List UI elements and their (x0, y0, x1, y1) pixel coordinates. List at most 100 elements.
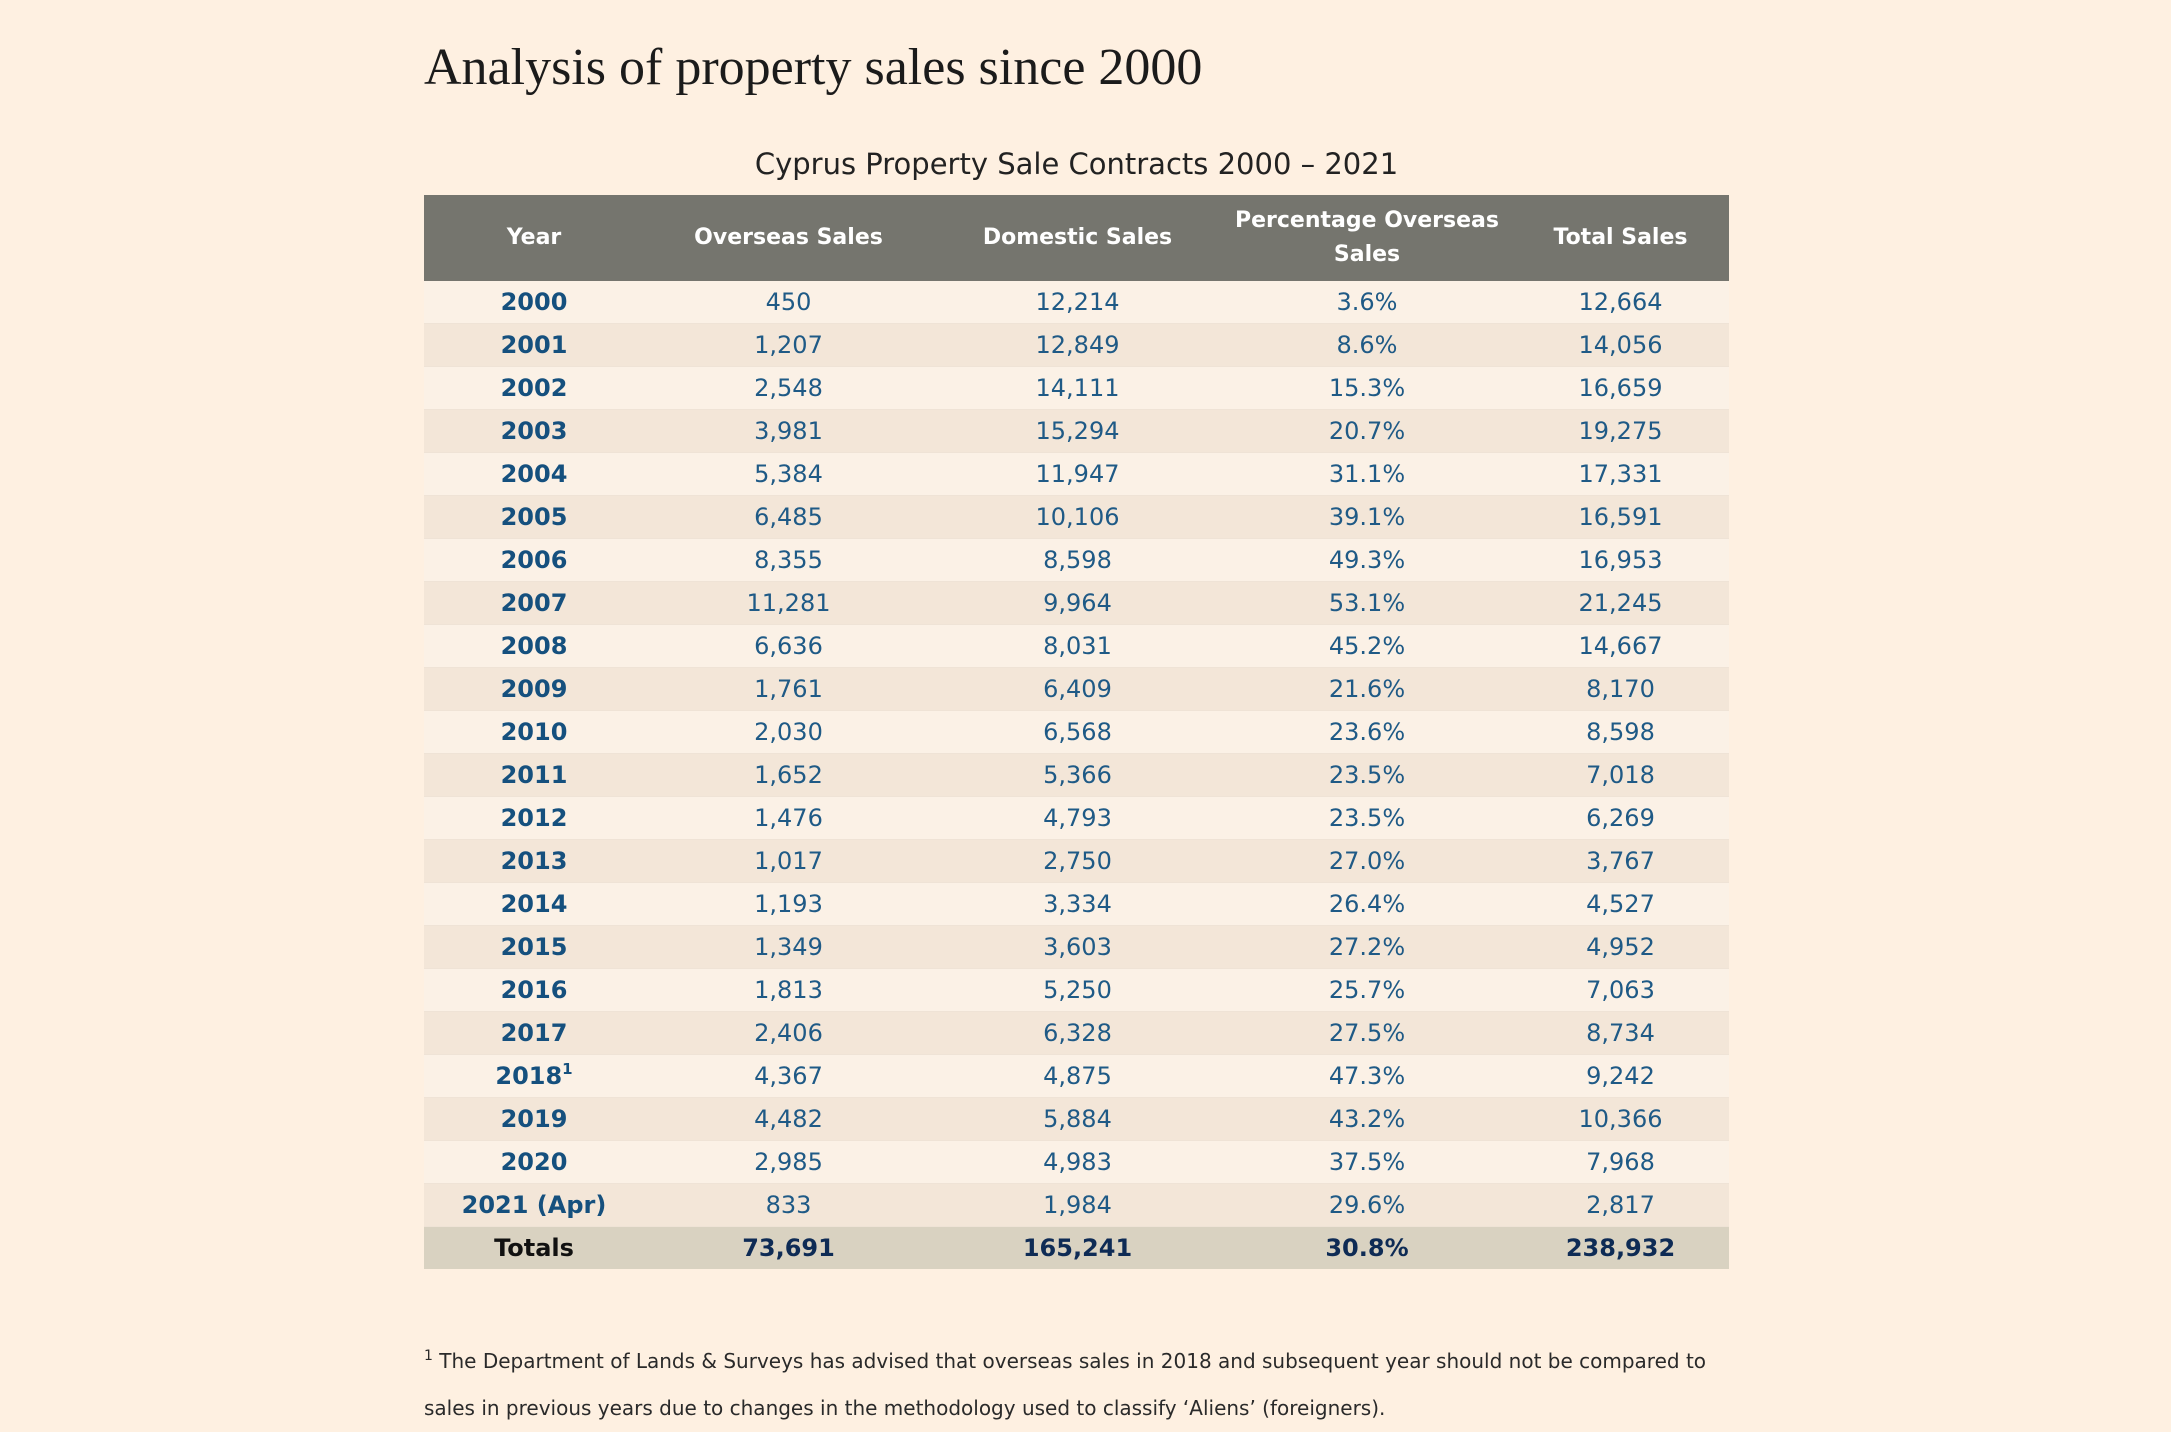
footnote-text: The Department of Lands & Surveys has ad… (424, 1349, 1707, 1420)
cell-overseas-sales: 3,981 (644, 409, 933, 453)
cell-percentage-overseas: 20.7% (1222, 409, 1512, 453)
header-percentage-overseas: Percentage Overseas Sales (1222, 195, 1512, 281)
cell-total-sales: 19,275 (1512, 409, 1729, 453)
cell-domestic-sales: 6,568 (933, 710, 1222, 754)
table-body: 2000 450 12,214 3.6% 12,664 2001 1,207 12,849 8.… (424, 281, 1729, 1227)
year-label: 2009 (500, 675, 568, 703)
table-row: 2014 1,193 3,334 26.4% 4,527 (424, 882, 1729, 926)
cell-domestic-sales: 15,294 (933, 409, 1222, 453)
year-label: 2014 (500, 890, 568, 918)
cell-overseas-sales: 1,349 (644, 925, 933, 969)
header-year: Year (424, 195, 644, 281)
cell-percentage-overseas: 47.3% (1222, 1054, 1512, 1098)
cell-year: 2003 (424, 409, 644, 453)
table-row: 2008 6,636 8,031 45.2% 14,667 (424, 624, 1729, 668)
cell-domestic-sales: 4,793 (933, 796, 1222, 840)
year-label: 2005 (500, 503, 568, 531)
cell-overseas-sales: 6,636 (644, 624, 933, 668)
cell-total-sales: 7,063 (1512, 968, 1729, 1012)
cell-year: 2008 (424, 624, 644, 668)
cell-percentage-overseas: 23.5% (1222, 796, 1512, 840)
cell-domestic-sales: 5,884 (933, 1097, 1222, 1141)
cell-total-sales: 17,331 (1512, 452, 1729, 496)
cell-year: 2006 (424, 538, 644, 582)
cell-domestic-sales: 12,849 (933, 323, 1222, 367)
cell-overseas-sales: 1,476 (644, 796, 933, 840)
totals-overseas: 73,691 (644, 1226, 933, 1269)
cell-year: 2000 (424, 281, 644, 324)
table-row: 2013 1,017 2,750 27.0% 3,767 (424, 839, 1729, 883)
cell-percentage-overseas: 29.6% (1222, 1183, 1512, 1227)
footnote: 1 The Department of Lands & Surveys has … (424, 1338, 1729, 1432)
cell-year: 2017 (424, 1011, 644, 1055)
cell-total-sales: 8,598 (1512, 710, 1729, 754)
cell-domestic-sales: 12,214 (933, 281, 1222, 324)
cell-total-sales: 6,269 (1512, 796, 1729, 840)
cell-year: 2015 (424, 925, 644, 969)
cell-percentage-overseas: 49.3% (1222, 538, 1512, 582)
cell-total-sales: 7,968 (1512, 1140, 1729, 1184)
totals-percentage: 30.8% (1222, 1226, 1512, 1269)
cell-year: 2019 (424, 1097, 644, 1141)
cell-percentage-overseas: 27.5% (1222, 1011, 1512, 1055)
cell-domestic-sales: 2,750 (933, 839, 1222, 883)
cell-overseas-sales: 833 (644, 1183, 933, 1227)
year-label: 2008 (500, 632, 568, 660)
cell-percentage-overseas: 43.2% (1222, 1097, 1512, 1141)
table-row: 2004 5,384 11,947 31.1% 17,331 (424, 452, 1729, 496)
cell-overseas-sales: 4,367 (644, 1054, 933, 1098)
year-label: 2016 (500, 976, 568, 1004)
year-label: 2001 (500, 331, 568, 359)
table-row: 2010 2,030 6,568 23.6% 8,598 (424, 710, 1729, 754)
cell-domestic-sales: 11,947 (933, 452, 1222, 496)
cell-percentage-overseas: 27.2% (1222, 925, 1512, 969)
page-title: Analysis of property sales since 2000 (424, 39, 1203, 96)
cell-overseas-sales: 4,482 (644, 1097, 933, 1141)
cell-total-sales: 10,366 (1512, 1097, 1729, 1141)
cell-overseas-sales: 1,193 (644, 882, 933, 926)
cell-percentage-overseas: 21.6% (1222, 667, 1512, 711)
year-label: 2007 (500, 589, 568, 617)
table-row: 2015 1,349 3,603 27.2% 4,952 (424, 925, 1729, 969)
year-label: 2018 (495, 1062, 563, 1090)
cell-overseas-sales: 2,985 (644, 1140, 933, 1184)
table-row: 2019 4,482 5,884 43.2% 10,366 (424, 1097, 1729, 1141)
cell-percentage-overseas: 53.1% (1222, 581, 1512, 625)
cell-domestic-sales: 6,328 (933, 1011, 1222, 1055)
table-row: 2001 1,207 12,849 8.6% 14,056 (424, 323, 1729, 367)
year-label: 2012 (500, 804, 568, 832)
cell-domestic-sales: 9,964 (933, 581, 1222, 625)
cell-percentage-overseas: 45.2% (1222, 624, 1512, 668)
cell-overseas-sales: 2,548 (644, 366, 933, 410)
header-overseas-sales: Overseas Sales (644, 195, 933, 281)
year-label: 2020 (500, 1148, 568, 1176)
cell-total-sales: 16,659 (1512, 366, 1729, 410)
year-label: 2021 (Apr) (461, 1191, 607, 1219)
cell-total-sales: 14,667 (1512, 624, 1729, 668)
table-row: 2002 2,548 14,111 15.3% 16,659 (424, 366, 1729, 410)
cell-percentage-overseas: 23.6% (1222, 710, 1512, 754)
table-row: 2017 2,406 6,328 27.5% 8,734 (424, 1011, 1729, 1055)
year-label: 2000 (500, 288, 568, 316)
cell-year: 2020 (424, 1140, 644, 1184)
footnote-marker: 1 (424, 1348, 433, 1364)
cell-year: 2002 (424, 366, 644, 410)
cell-total-sales: 21,245 (1512, 581, 1729, 625)
cell-year: 2016 (424, 968, 644, 1012)
table-caption: Cyprus Property Sale Contracts 2000 – 20… (754, 147, 1399, 181)
cell-domestic-sales: 3,603 (933, 925, 1222, 969)
cell-total-sales: 16,953 (1512, 538, 1729, 582)
cell-year: 2011 (424, 753, 644, 797)
cell-year: 2005 (424, 495, 644, 539)
cell-total-sales: 12,664 (1512, 281, 1729, 324)
cell-domestic-sales: 6,409 (933, 667, 1222, 711)
year-label: 2017 (500, 1019, 568, 1047)
cell-domestic-sales: 10,106 (933, 495, 1222, 539)
table-row: 20181 4,367 4,875 47.3% 9,242 (424, 1054, 1729, 1098)
cell-percentage-overseas: 8.6% (1222, 323, 1512, 367)
cell-overseas-sales: 2,030 (644, 710, 933, 754)
cell-overseas-sales: 1,017 (644, 839, 933, 883)
header-row: Year Overseas Sales Domestic Sales Perce… (424, 195, 1729, 281)
cell-percentage-overseas: 37.5% (1222, 1140, 1512, 1184)
